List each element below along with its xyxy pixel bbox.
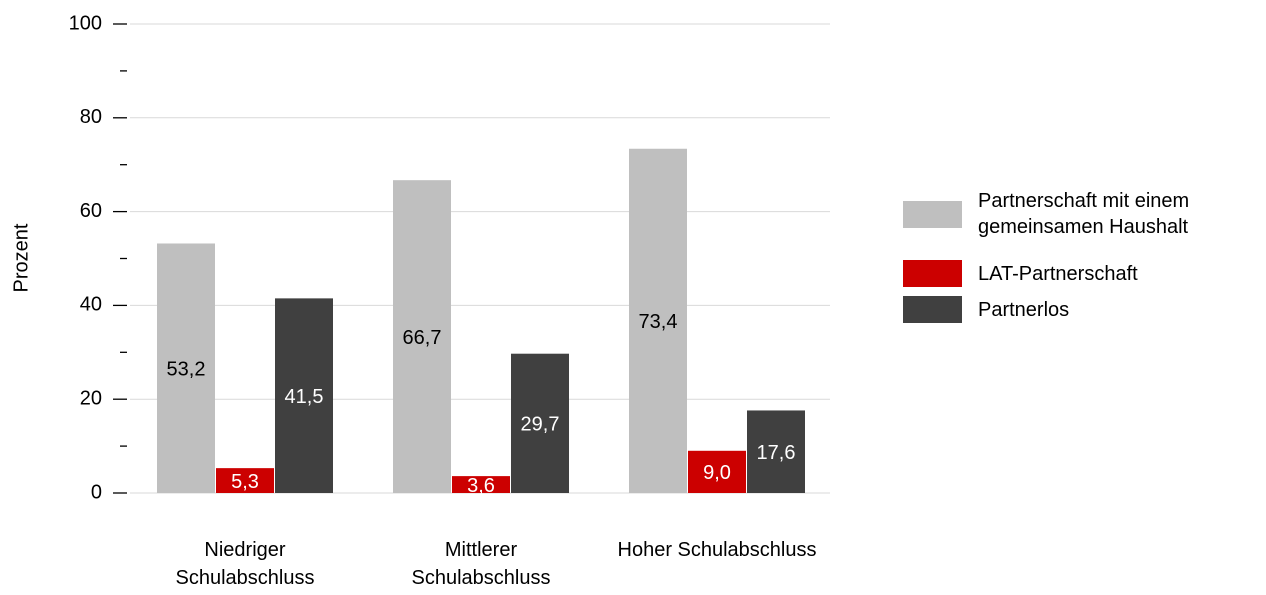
value-label: 73,4 — [639, 311, 678, 333]
legend-label: Partnerschaft mit einem gemeinsamen Haus… — [978, 190, 1190, 238]
bar — [275, 298, 333, 493]
x-tick-label: Niedriger Schulabschluss — [175, 539, 315, 589]
y-tick-label: 0 — [91, 481, 102, 503]
y-tick-label: 100 — [69, 12, 102, 34]
bar — [452, 476, 510, 493]
legend-item: LAT-Partnerschaft — [903, 260, 1248, 287]
value-label: 3,6 — [467, 475, 495, 497]
y-tick-label: 20 — [80, 387, 102, 409]
value-label: 29,7 — [521, 414, 560, 436]
y-tick-label: 60 — [80, 200, 102, 222]
legend-label: Partnerlos — [978, 298, 1070, 321]
bar — [511, 353, 569, 493]
bar — [157, 243, 215, 493]
legend-item: Partnerlos — [903, 296, 1248, 323]
legend-swatch — [903, 296, 962, 323]
y-tick-label: 40 — [80, 294, 102, 316]
bar — [688, 450, 746, 493]
bar — [629, 148, 687, 493]
y-axis-label: Prozent — [10, 223, 32, 292]
value-label: 66,7 — [403, 327, 442, 349]
value-label: 41,5 — [285, 386, 324, 408]
value-label: 5,3 — [231, 471, 259, 493]
x-tick-label: Hoher Schulabschluss — [617, 539, 817, 561]
legend-swatch — [903, 260, 962, 287]
bar — [216, 468, 274, 493]
bar — [393, 180, 451, 493]
value-label: 17,6 — [757, 442, 796, 464]
legend-item: Partnerschaft mit einem gemeinsamen Haus… — [903, 188, 1248, 240]
legend-label: LAT-Partnerschaft — [978, 262, 1138, 285]
value-label: 53,2 — [167, 359, 206, 381]
y-tick-label: 80 — [80, 106, 102, 128]
value-label: 9,0 — [703, 462, 731, 484]
x-tick-label: Mittlerer Schulabschluss — [411, 539, 551, 589]
legend-swatch — [903, 200, 962, 228]
bar — [747, 410, 805, 493]
